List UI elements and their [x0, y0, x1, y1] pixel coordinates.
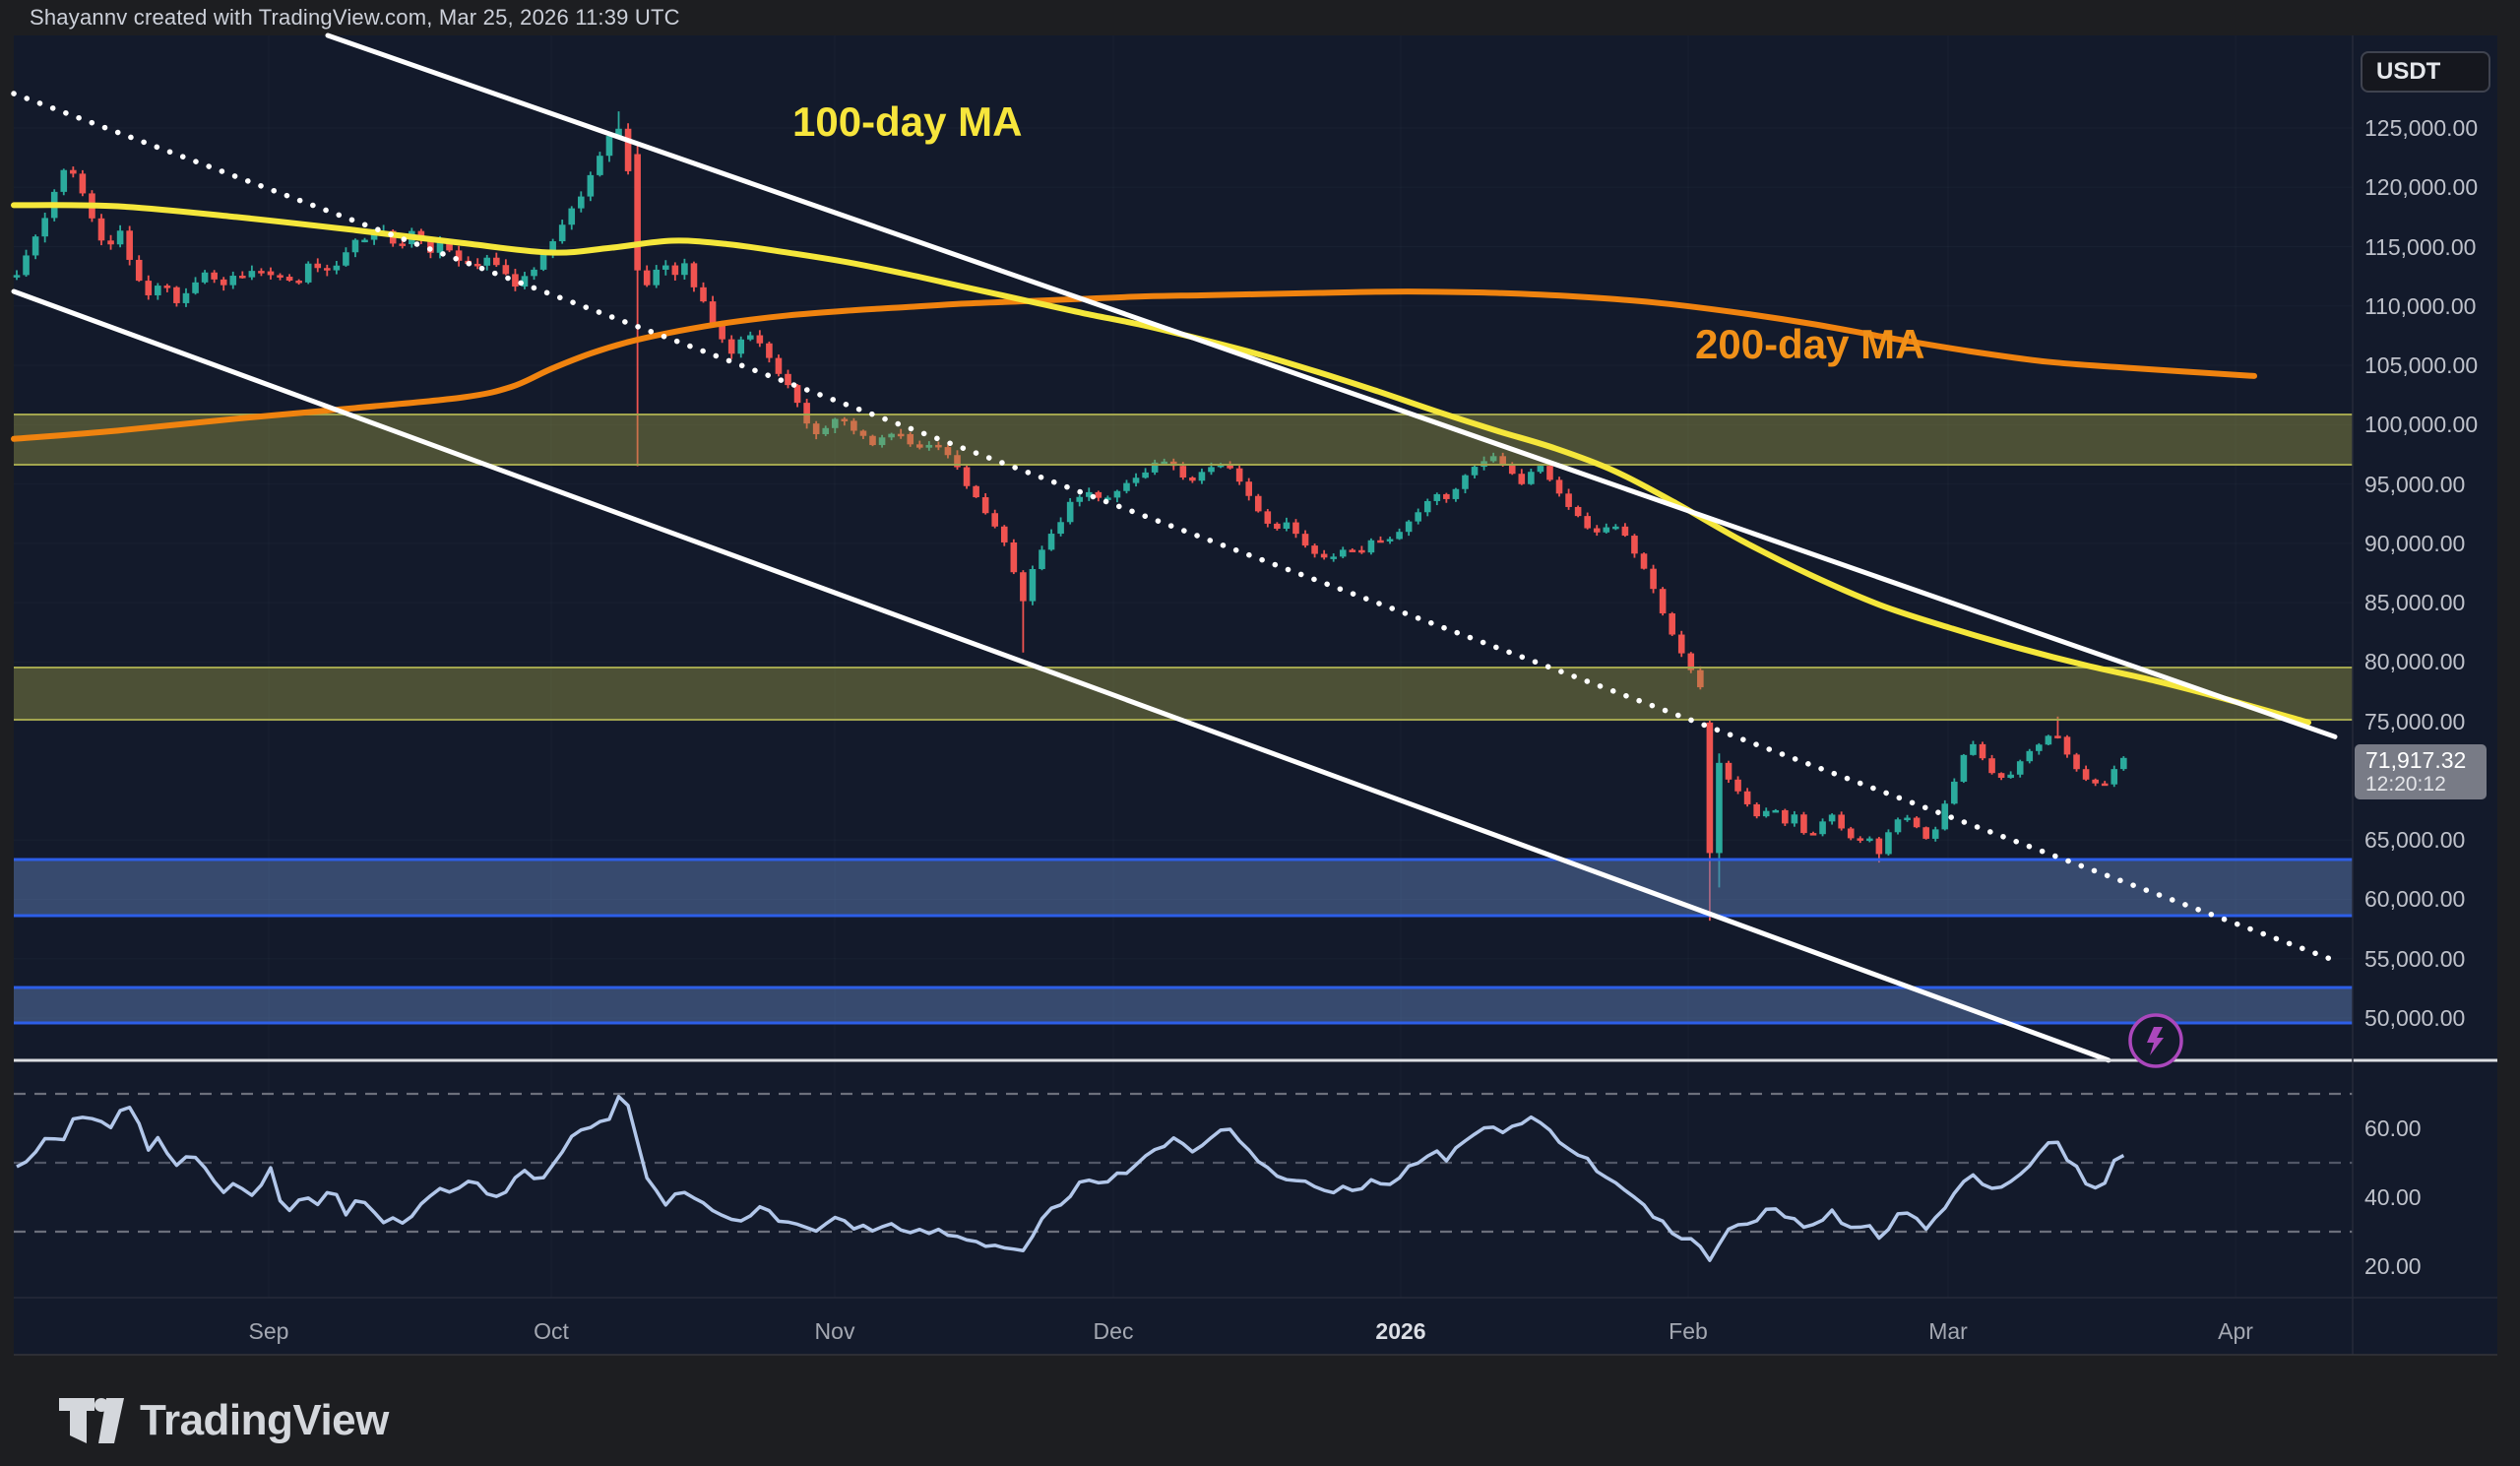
- price-tick-label: 65,000.00: [2364, 827, 2466, 854]
- time-tick-label-Dec: Dec: [1093, 1318, 1134, 1344]
- price-tick-label: 120,000.00: [2364, 174, 2479, 201]
- rsi-tick-label: 60.00: [2364, 1115, 2422, 1141]
- time-tick-label-Mar: Mar: [1928, 1318, 1968, 1344]
- rsi-line: [16, 1094, 2125, 1262]
- last-price-value: 71,917.32: [2365, 747, 2467, 773]
- price-tick-label: 100,000.00: [2364, 412, 2479, 438]
- zone-resistance-upper: [14, 414, 2353, 465]
- tradingview-logo-icon: [59, 1398, 124, 1443]
- price-tick-label: 95,000.00: [2364, 471, 2466, 497]
- time-tick-label-2026: 2026: [1375, 1318, 1426, 1344]
- price-tick-label: 105,000.00: [2364, 352, 2479, 379]
- last-price-label: 71,917.32 12:20:12: [2355, 744, 2487, 799]
- price-tick-label: 110,000.00: [2364, 292, 2477, 319]
- trendline-channel-upper: [325, 32, 2338, 739]
- ma100-annotation: 100-day MA: [792, 98, 1023, 145]
- price-tick-label: 55,000.00: [2364, 945, 2466, 972]
- tradingview-logo-text: TradingView: [140, 1396, 389, 1444]
- zone-support-lower: [14, 987, 2353, 1023]
- price-tick-label: 85,000.00: [2364, 590, 2466, 616]
- top-bar: Shayannv created with TradingView.com, M…: [0, 0, 2520, 35]
- time-tick-label-Apr: Apr: [2218, 1318, 2253, 1344]
- time-tick-label-Nov: Nov: [814, 1318, 855, 1344]
- price-tick-label: 60,000.00: [2364, 886, 2466, 913]
- time-tick-label-Oct: Oct: [534, 1318, 569, 1344]
- rsi-tick-label: 40.00: [2364, 1184, 2422, 1210]
- chart-background: [14, 35, 2497, 1355]
- ma100-line: [11, 202, 2311, 726]
- last-price-countdown: 12:20:12: [2365, 773, 2446, 796]
- trendline-channel-mid-dotted: [11, 91, 2344, 966]
- flash-icon[interactable]: [2128, 1013, 2183, 1068]
- credit-text: Shayannv created with TradingView.com, M…: [30, 5, 680, 30]
- time-tick-label-Sep: Sep: [248, 1318, 289, 1344]
- price-tick-label: 125,000.00: [2364, 115, 2479, 141]
- price-tick-label: 115,000.00: [2364, 233, 2477, 260]
- time-tick-label-Feb: Feb: [1669, 1318, 1708, 1344]
- zone-resistance-lower: [14, 667, 2353, 720]
- ma200-annotation: 200-day MA: [1695, 321, 1925, 367]
- rsi-tick-label: 20.00: [2364, 1253, 2422, 1279]
- price-tick-label: 75,000.00: [2364, 708, 2466, 734]
- symbol-currency-label: USDT: [2376, 58, 2441, 85]
- price-tick-label: 80,000.00: [2364, 649, 2466, 675]
- zone-support-upper: [14, 859, 2353, 916]
- trendline-channel-lower: [11, 288, 2111, 1063]
- price-tick-label: 50,000.00: [2364, 1004, 2466, 1031]
- price-tick-label: 90,000.00: [2364, 530, 2466, 556]
- tradingview-logo[interactable]: TradingView: [59, 1396, 389, 1445]
- symbol-currency-button[interactable]: USDT: [2361, 51, 2490, 93]
